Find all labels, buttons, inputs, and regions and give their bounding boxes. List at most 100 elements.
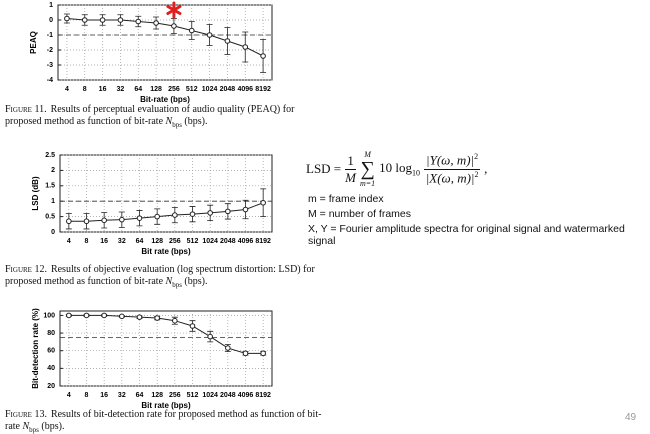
- x-tick-label: 2048: [220, 86, 236, 93]
- data-point: [119, 313, 125, 320]
- x-tick-label: 512: [186, 86, 198, 93]
- x-tick-label: 2048: [220, 238, 236, 245]
- x-tick-label: 8: [85, 392, 89, 399]
- x-axis-label: Bit-rate (bps): [140, 95, 190, 104]
- highlight-star: [166, 5, 182, 15]
- data-point: [242, 44, 249, 50]
- series-line: [66, 18, 264, 57]
- note: m = frame index: [308, 193, 384, 205]
- data-point: [153, 20, 159, 26]
- x-tick-label: 32: [118, 392, 126, 399]
- caption: Figure 11. Results of perceptual evaluati…: [5, 104, 325, 131]
- caption-text: Results of objective evaluation (log spe…: [5, 264, 315, 287]
- sum-sign: ∑: [360, 158, 375, 180]
- x-axis-label: Bit rate (bps): [141, 401, 191, 410]
- frac-den: M: [345, 169, 356, 185]
- caption-var: N: [165, 116, 173, 127]
- y-tick-label: -2: [47, 47, 53, 54]
- sum-bottom: m=1: [359, 179, 376, 188]
- data-point: [117, 17, 124, 23]
- log: 10 log: [379, 160, 413, 176]
- y-tick-label: 0: [51, 229, 55, 236]
- y-tick-label: 20: [47, 383, 55, 390]
- data-point: [206, 32, 213, 38]
- data-point: [135, 18, 142, 25]
- y-axis-label: Bit-detection rate (%): [31, 308, 40, 389]
- data-point: [189, 323, 196, 329]
- x-tick-label: 128: [151, 392, 163, 399]
- data-point: [154, 213, 160, 220]
- x-tick-label: 32: [118, 238, 126, 245]
- num-sup: 2: [474, 152, 479, 162]
- x-tick-label: 8192: [255, 392, 271, 399]
- y-tick-label: 100: [43, 312, 55, 319]
- data-point: [260, 199, 266, 206]
- data-point: [260, 53, 266, 59]
- log-sub: 10: [412, 168, 421, 178]
- data-point: [172, 212, 178, 218]
- y-tick-label: 0.5: [45, 213, 55, 220]
- y-axis-label: LSD (dB): [31, 176, 40, 211]
- x-tick-label: 256: [169, 392, 181, 399]
- den-text: |X(ω, m)|: [425, 169, 475, 185]
- caption-text: Results of bit-detection rate for propos…: [5, 409, 322, 432]
- plot-frame: [59, 310, 273, 387]
- x-tick-label: 4096: [238, 238, 254, 245]
- caption-sub: bps: [172, 121, 182, 129]
- data-point: [224, 38, 231, 44]
- x-tick-label: 128: [150, 86, 162, 93]
- data-point: [136, 314, 143, 320]
- x-tick-label: 1024: [202, 238, 218, 245]
- x-tick-label: 4096: [237, 86, 253, 93]
- data-point: [260, 350, 266, 357]
- y-tick-label: 40: [47, 365, 55, 372]
- data-point: [242, 350, 249, 357]
- data-point: [136, 215, 143, 221]
- caption-sub: bps: [29, 426, 39, 434]
- y-tick-label: 2.5: [45, 152, 55, 159]
- x-tick-label: 16: [100, 238, 108, 245]
- x-tick-label: 4: [67, 238, 71, 245]
- x-tick-label: 8192: [255, 238, 271, 245]
- y-tick-label: 0: [49, 17, 53, 24]
- data-point: [119, 216, 125, 223]
- y-axis-label: PEAQ: [29, 31, 38, 54]
- x-tick-label: 4: [67, 392, 71, 399]
- series-line: [68, 202, 264, 222]
- formula-term: 10 log10: [379, 160, 420, 178]
- caption-var: N: [165, 276, 173, 287]
- data-point: [81, 17, 88, 23]
- plot-frame: [57, 4, 273, 81]
- caption-var: N: [22, 421, 30, 432]
- caption-tail: (bps).: [181, 276, 208, 287]
- note: M = number of frames: [308, 208, 411, 220]
- x-tick-label: 512: [187, 238, 199, 245]
- sum-top: M: [364, 150, 371, 159]
- series-line: [68, 314, 264, 354]
- data-point: [101, 312, 107, 319]
- x-tick-label: 256: [169, 238, 181, 245]
- x-tick-label: 1024: [202, 392, 218, 399]
- data-point: [154, 315, 160, 321]
- y-tick-label: 60: [47, 348, 55, 355]
- data-point: [101, 217, 107, 224]
- x-tick-label: 256: [168, 86, 180, 93]
- data-point: [83, 312, 90, 319]
- data-point: [188, 27, 195, 34]
- y-tick-label: 80: [47, 330, 55, 337]
- caption-text: Results of perceptual evaluation of audi…: [5, 104, 295, 127]
- sum: M ∑ m=1: [360, 150, 375, 188]
- x-tick-label: 2048: [220, 392, 236, 399]
- num: |Y(ω, m)|2: [424, 152, 481, 170]
- y-tick-label: -3: [47, 62, 53, 69]
- y-tick-label: 2: [51, 167, 55, 174]
- caption: Figure 12. Results of objective evaluatio…: [5, 264, 325, 291]
- caption-label: Figure 11.: [5, 104, 47, 115]
- data-point: [225, 345, 231, 351]
- fraction: |Y(ω, m)|2 |X(ω, m)| 2: [424, 152, 481, 186]
- x-tick-label: 4096: [238, 392, 254, 399]
- y-tick-label: 1: [51, 198, 55, 205]
